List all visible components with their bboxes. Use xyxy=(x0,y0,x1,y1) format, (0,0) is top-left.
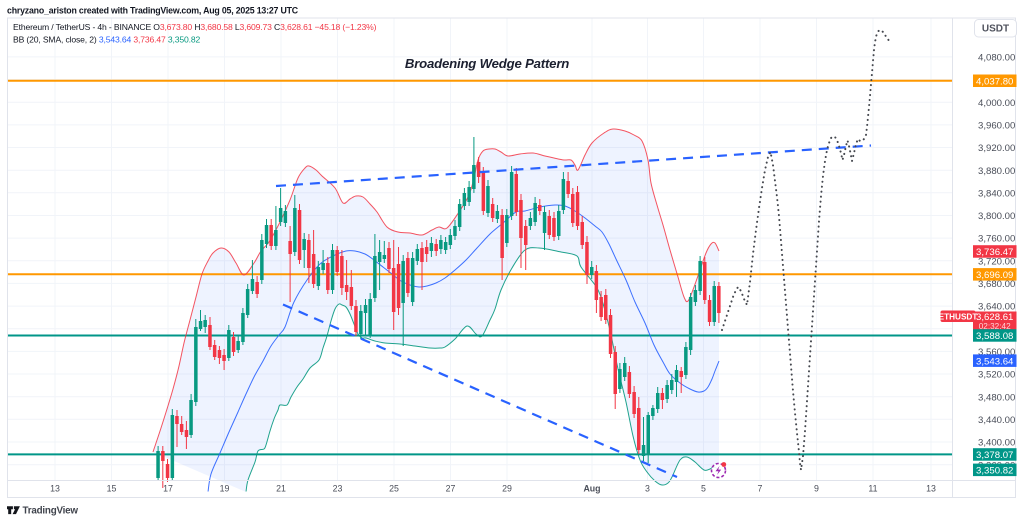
svg-text:3,920.00: 3,920.00 xyxy=(978,143,1015,154)
svg-text:13: 13 xyxy=(50,484,60,494)
svg-text:7: 7 xyxy=(758,484,763,494)
svg-text:4,080.00: 4,080.00 xyxy=(978,53,1015,64)
svg-text:4,000.00: 4,000.00 xyxy=(978,98,1015,109)
svg-text:chryzano_ariston created with: chryzano_ariston created with TradingVie… xyxy=(7,6,299,16)
svg-text:3,543.64: 3,543.64 xyxy=(976,356,1014,367)
svg-text:3,560.00: 3,560.00 xyxy=(978,347,1015,358)
svg-text:3: 3 xyxy=(645,484,650,494)
svg-text:25: 25 xyxy=(389,484,399,494)
svg-text:27: 27 xyxy=(446,484,456,494)
svg-text:29: 29 xyxy=(502,484,512,494)
svg-text:ETHUSDT: ETHUSDT xyxy=(939,312,978,321)
svg-text:3,840.00: 3,840.00 xyxy=(978,188,1015,199)
svg-text:13: 13 xyxy=(926,484,936,494)
svg-text:3,378.07: 3,378.07 xyxy=(976,450,1013,461)
svg-text:Aug: Aug xyxy=(583,484,600,494)
svg-text:3,720.00: 3,720.00 xyxy=(978,256,1015,267)
svg-text:15: 15 xyxy=(107,484,117,494)
svg-text:21: 21 xyxy=(276,484,286,494)
svg-text:3,588.08: 3,588.08 xyxy=(976,331,1013,342)
svg-text:3,760.00: 3,760.00 xyxy=(978,234,1015,245)
svg-text:3,696.09: 3,696.09 xyxy=(976,270,1013,281)
svg-text:3,400.00: 3,400.00 xyxy=(978,438,1015,449)
svg-text:3,736.47: 3,736.47 xyxy=(976,247,1013,258)
svg-text:3,800.00: 3,800.00 xyxy=(978,211,1015,222)
svg-text:3,640.00: 3,640.00 xyxy=(978,302,1015,313)
svg-text:Ethereum / TetherUS - 4h - BIN: Ethereum / TetherUS - 4h - BINANCE O3,67… xyxy=(13,22,377,32)
svg-text:3,440.00: 3,440.00 xyxy=(978,415,1015,426)
svg-text:19: 19 xyxy=(220,484,230,494)
svg-text:4,037.80: 4,037.80 xyxy=(976,77,1013,88)
svg-text:TradingView: TradingView xyxy=(23,506,79,517)
svg-text:BB (20, SMA, close, 2) 3,543.6: BB (20, SMA, close, 2) 3,543.64 3,736.47… xyxy=(13,35,200,45)
svg-text:9: 9 xyxy=(814,484,819,494)
svg-text:11: 11 xyxy=(868,484,877,494)
svg-text:17: 17 xyxy=(163,484,173,494)
svg-text:3,520.00: 3,520.00 xyxy=(978,370,1015,381)
svg-text:3,350.82: 3,350.82 xyxy=(976,466,1013,477)
svg-text:3,880.00: 3,880.00 xyxy=(978,166,1015,177)
svg-text:USDT: USDT xyxy=(982,24,1009,35)
svg-text:3,480.00: 3,480.00 xyxy=(978,392,1015,403)
svg-text:3,960.00: 3,960.00 xyxy=(978,121,1015,132)
svg-text:5: 5 xyxy=(701,484,706,494)
svg-text:3,628.61: 3,628.61 xyxy=(976,312,1013,323)
svg-text:Broadening Wedge Pattern: Broadening Wedge Pattern xyxy=(405,56,569,71)
svg-text:3,680.00: 3,680.00 xyxy=(978,279,1015,290)
svg-text:23: 23 xyxy=(333,484,343,494)
svg-text:02:32:42: 02:32:42 xyxy=(979,322,1011,331)
